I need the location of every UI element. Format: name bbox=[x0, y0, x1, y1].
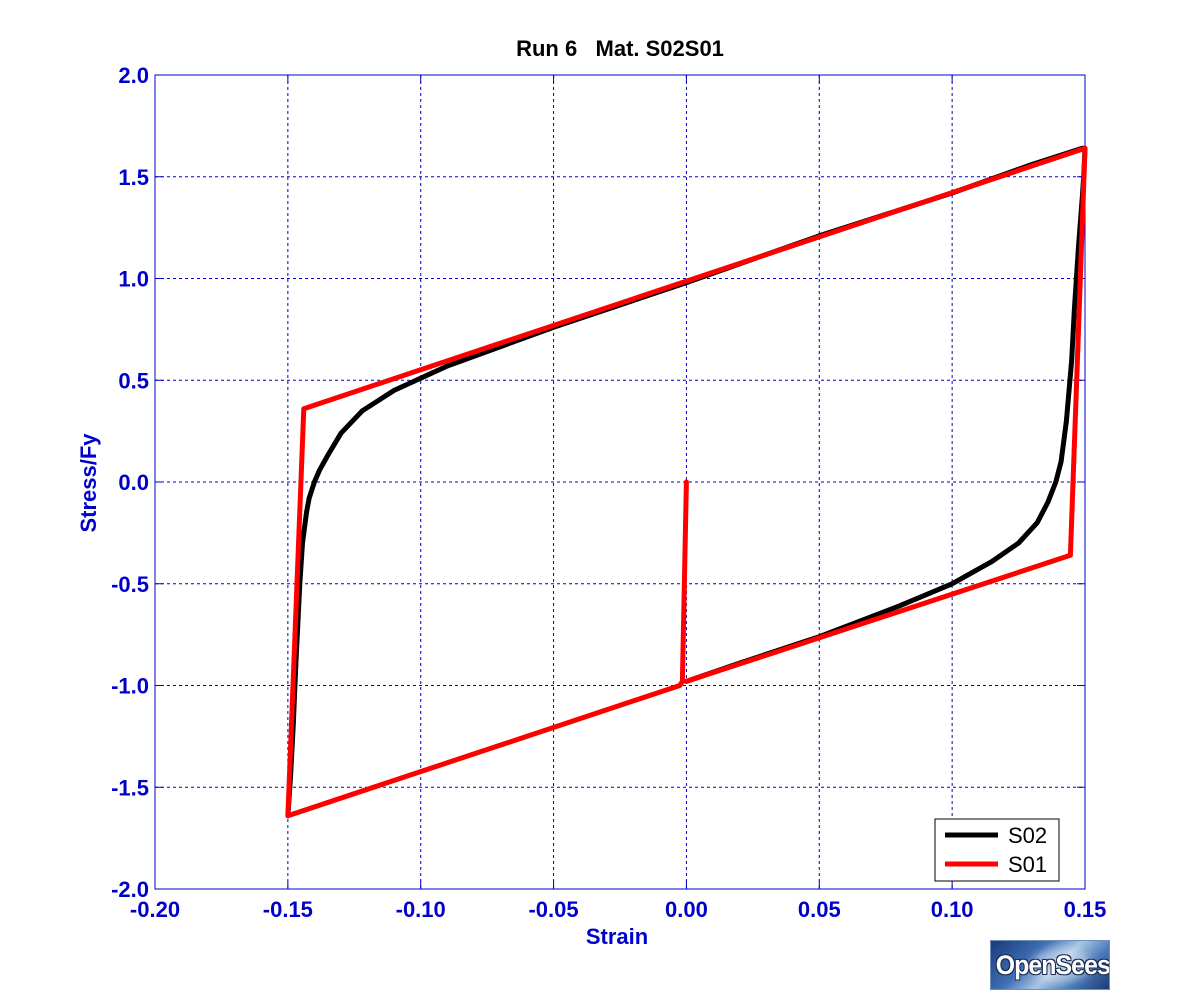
y-axis-label: Stress/Fy bbox=[76, 433, 101, 533]
x-tick-label: 0.10 bbox=[931, 897, 974, 922]
x-tick-label: -0.15 bbox=[263, 897, 313, 922]
x-tick-label: -0.20 bbox=[130, 897, 180, 922]
logo-text: OpenSees bbox=[995, 950, 1110, 980]
chart-title: Run 6 Mat. S02S01 bbox=[516, 36, 724, 61]
y-tick-label: -1.0 bbox=[111, 674, 149, 699]
legend-label-s01: S01 bbox=[1008, 852, 1047, 877]
logo-glow bbox=[1031, 947, 1091, 983]
axis-ticks: -0.20 -0.15 -0.10 -0.05 0.00 0.05 0.10 0.15 2.0 1… bbox=[111, 63, 1106, 922]
x-axis-label: Strain bbox=[586, 924, 648, 949]
legend-label-s02: S02 bbox=[1008, 823, 1047, 848]
plot-series bbox=[285, 145, 1088, 819]
y-tick-label: 0.5 bbox=[118, 368, 149, 393]
y-tick-label: 1.5 bbox=[118, 165, 149, 190]
y-tick-label: 0.0 bbox=[118, 470, 149, 495]
x-tick-label: 0.00 bbox=[665, 897, 708, 922]
x-tick-label: 0.15 bbox=[1064, 897, 1107, 922]
y-tick-label: -2.0 bbox=[111, 877, 149, 902]
x-tick-label: 0.05 bbox=[798, 897, 841, 922]
legend-box bbox=[934, 818, 1060, 882]
y-tick-label: -1.5 bbox=[111, 775, 149, 800]
legend: S02 S01 bbox=[934, 818, 1060, 882]
x-tick-label: -0.10 bbox=[396, 897, 446, 922]
y-tick-label: 2.0 bbox=[118, 63, 149, 88]
series-line-s01 bbox=[285, 145, 1088, 819]
y-tick-label: -0.5 bbox=[111, 572, 149, 597]
grid bbox=[155, 75, 1085, 889]
y-tick-label: 1.0 bbox=[118, 267, 149, 292]
x-tick-label: -0.05 bbox=[528, 897, 578, 922]
opensees-logo: OpenSees bbox=[990, 940, 1110, 990]
